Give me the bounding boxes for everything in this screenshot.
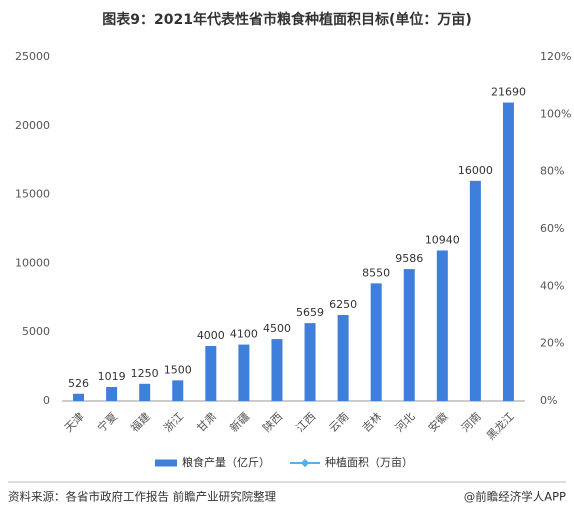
source: 资料来源：各省市政府工作报告 前瞻产业研究院整理 <box>8 490 277 504</box>
x-tick-label: 新疆 <box>227 409 252 434</box>
bar <box>205 345 217 401</box>
value-label: 1500 <box>164 363 192 376</box>
value-label: 21690 <box>491 86 526 99</box>
bar <box>337 315 349 401</box>
value-label: 526 <box>68 377 89 390</box>
bar <box>172 380 184 401</box>
value-label: 1250 <box>131 367 159 380</box>
bar <box>139 383 151 401</box>
bar <box>106 386 118 401</box>
bar <box>271 339 283 401</box>
x-tick-label: 福建 <box>127 409 152 434</box>
y-tick-label: 20000 <box>15 119 50 132</box>
x-tick-label: 天津 <box>62 410 87 435</box>
x-tick-label: 河北 <box>393 410 418 435</box>
legend-label: 粮食产量（亿斤） <box>182 455 270 469</box>
x-tick-label: 黑龙江 <box>484 410 517 443</box>
y2-tick-label: 20% <box>540 337 564 350</box>
x-tick-label: 安徽 <box>425 409 450 434</box>
x-tick-label: 河南 <box>459 410 484 435</box>
y2-tick-label: 40% <box>540 279 564 292</box>
value-label: 5659 <box>296 306 324 319</box>
bar <box>238 344 250 401</box>
x-tick-label: 云南 <box>327 410 352 435</box>
bar <box>436 250 448 401</box>
bar <box>469 180 481 401</box>
value-label: 8550 <box>362 266 390 279</box>
x-tick-label: 吉林 <box>359 409 384 434</box>
value-label: 1019 <box>98 370 126 383</box>
y2-tick-label: 0% <box>540 394 557 407</box>
credit: @前瞻经济学人APP <box>464 490 566 504</box>
bar <box>73 393 85 401</box>
y-tick-label: 10000 <box>15 256 50 269</box>
x-tick-label: 浙江 <box>161 410 186 435</box>
x-tick-label: 江西 <box>294 410 319 435</box>
bar <box>502 102 514 402</box>
x-tick-label: 宁夏 <box>94 409 119 434</box>
y2-tick-label: 80% <box>540 165 564 178</box>
value-label: 4100 <box>230 328 258 341</box>
value-label: 10940 <box>425 233 460 246</box>
value-label: 4000 <box>197 329 225 342</box>
y-tick-label: 5000 <box>22 325 50 338</box>
x-tick-label: 陕西 <box>260 409 285 434</box>
legend-swatch <box>155 459 177 467</box>
y-tick-label: 25000 <box>15 50 50 63</box>
y-tick-label: 15000 <box>15 188 50 201</box>
value-label: 6250 <box>329 298 357 311</box>
legend-label: 种植面积（万亩） <box>325 455 413 469</box>
legend-marker <box>300 458 310 468</box>
y2-tick-label: 100% <box>540 107 571 120</box>
bar <box>403 269 415 401</box>
value-label: 9586 <box>395 252 423 265</box>
y-tick-label: 0 <box>43 394 50 407</box>
x-tick-label: 甘肃 <box>194 410 219 435</box>
y2-tick-label: 60% <box>540 222 564 235</box>
chart-title: 图表9：2021年代表性省市粮食种植面积目标(单位：万亩) <box>102 11 472 28</box>
bar <box>370 283 382 401</box>
bar <box>304 323 316 401</box>
y2-tick-label: 120% <box>540 50 571 63</box>
value-label: 16000 <box>458 164 493 177</box>
value-label: 4500 <box>263 322 291 335</box>
